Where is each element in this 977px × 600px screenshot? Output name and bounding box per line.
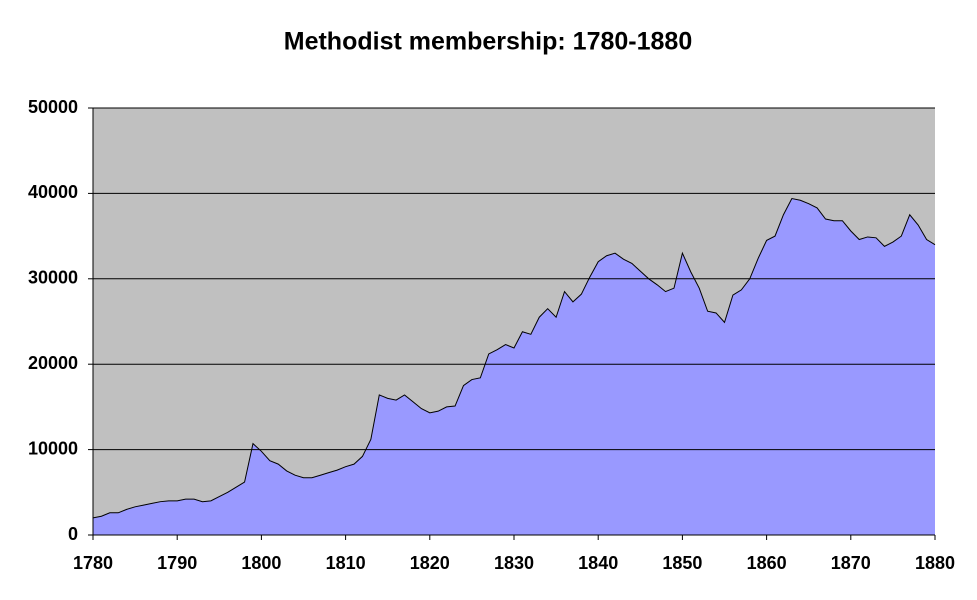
- x-tick-label: 1880: [915, 553, 955, 573]
- y-tick-label: 30000: [28, 268, 78, 288]
- x-tick-label: 1820: [410, 553, 450, 573]
- y-tick-label: 40000: [28, 182, 78, 202]
- x-tick-label: 1780: [73, 553, 113, 573]
- y-tick-label: 50000: [28, 97, 78, 117]
- x-tick-label: 1850: [662, 553, 702, 573]
- x-tick-label: 1860: [747, 553, 787, 573]
- y-tick-label: 20000: [28, 353, 78, 373]
- y-tick-label: 0: [68, 524, 78, 544]
- area-fill: [93, 198, 935, 535]
- x-tick-label: 1810: [326, 553, 366, 573]
- y-tick-label: 10000: [28, 438, 78, 458]
- x-tick-label: 1830: [494, 553, 534, 573]
- x-tick-label: 1790: [157, 553, 197, 573]
- x-tick-label: 1870: [831, 553, 871, 573]
- chart-title: Methodist membership: 1780-1880: [284, 28, 692, 56]
- area-line: [92, 197, 936, 519]
- x-tick-label: 1840: [578, 553, 618, 573]
- x-tick-label: 1800: [241, 553, 281, 573]
